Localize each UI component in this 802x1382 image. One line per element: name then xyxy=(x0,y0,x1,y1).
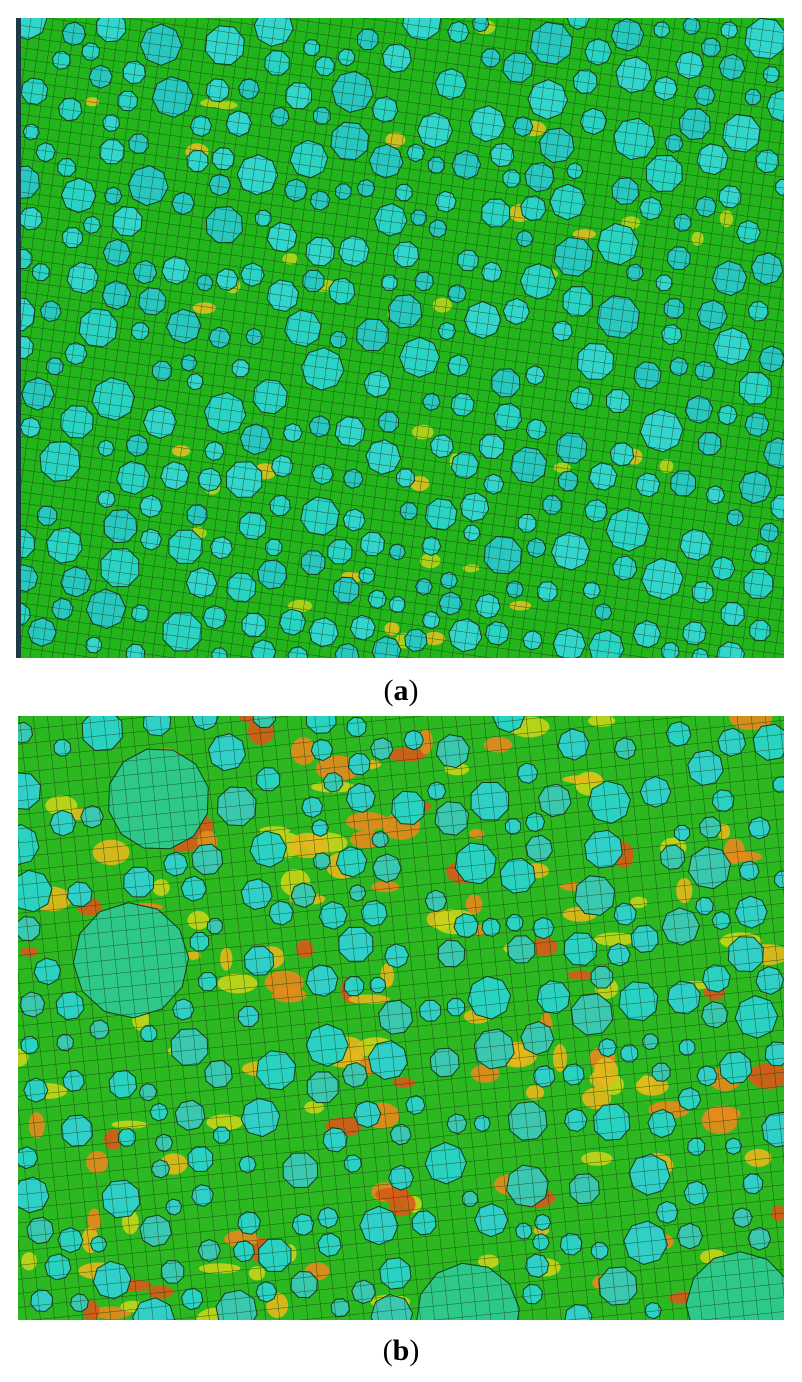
panel-label: (a) xyxy=(384,674,419,707)
mesh-lines xyxy=(18,18,784,658)
panel-label: (b) xyxy=(383,1334,420,1367)
panel-border xyxy=(16,18,21,658)
mesh-panel-b xyxy=(18,716,784,1320)
mesh-panel-a xyxy=(18,18,784,658)
mesh-lines xyxy=(18,716,784,1320)
